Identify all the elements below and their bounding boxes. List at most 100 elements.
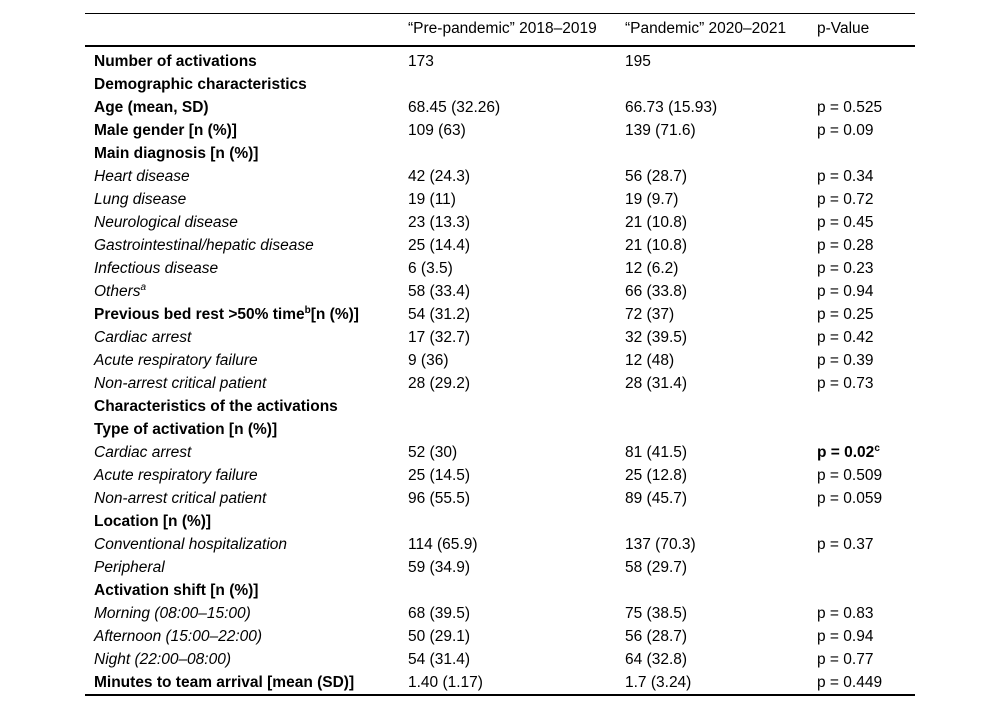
row-label-text: Lung disease: [94, 190, 187, 208]
row-label-text: Neurological disease: [94, 213, 238, 231]
row-label-text: Non-arrest critical patient: [94, 374, 267, 392]
pandemic-value-cell: [625, 418, 817, 441]
p-value-cell: [817, 142, 915, 165]
table-header-row: “Pre-pandemic” 2018–2019 “Pandemic” 2020…: [85, 14, 915, 46]
p-value-cell: [817, 46, 915, 73]
table-row: Othersa 58 (33.4) 66 (33.8) p = 0.94: [85, 280, 915, 303]
pandemic-value-cell: 12 (48): [625, 351, 675, 369]
pandemic-value-cell: [625, 510, 817, 533]
row-label-text: Age (mean, SD): [94, 98, 209, 116]
pre-pandemic-value-cell: 173: [408, 52, 434, 70]
pandemic-value-cell: 81 (41.5): [625, 443, 688, 461]
table-row: Morning (08:00–15:00) 68 (39.5) 75 (38.5…: [85, 602, 915, 625]
pre-pandemic-value-cell: [408, 579, 625, 602]
column-header-pandemic: “Pandemic” 2020–2021: [625, 20, 787, 38]
results-table-container: “Pre-pandemic” 2018–2019 “Pandemic” 2020…: [85, 13, 915, 696]
row-label-text: Infectious disease: [94, 259, 219, 277]
pre-pandemic-value-cell: 17 (32.7): [408, 328, 471, 346]
p-value-cell: p = 0.77: [817, 650, 874, 668]
pandemic-value-cell: 195: [625, 52, 651, 70]
row-label-cell: Gastrointestinal/hepatic disease: [85, 234, 408, 257]
pandemic-value-cell: [625, 73, 817, 96]
pre-pandemic-value-cell: 6 (3.5): [408, 259, 453, 277]
p-value-cell: p = 0.83: [817, 604, 874, 622]
pre-pandemic-value-cell: 96 (55.5): [408, 489, 471, 507]
row-label-text: Cardiac arrest: [94, 328, 192, 346]
row-label-text: Cardiac arrest: [94, 443, 192, 461]
table-row: Location [n (%)]: [85, 510, 915, 533]
p-value-cell: p = 0.39: [817, 351, 874, 369]
pandemic-value-cell: 75 (38.5): [625, 604, 688, 622]
table-row: Characteristics of the activations: [85, 395, 915, 418]
pre-pandemic-value-cell: 25 (14.5): [408, 466, 471, 484]
table-row: Age (mean, SD) 68.45 (32.26) 66.73 (15.9…: [85, 96, 915, 119]
p-value-cell: p = 0.449: [817, 673, 883, 691]
pre-pandemic-value-cell: 28 (29.2): [408, 374, 471, 392]
row-label-cell: Neurological disease: [85, 211, 408, 234]
row-label-text: Location [n (%)]: [94, 512, 212, 530]
pandemic-value-cell: 32 (39.5): [625, 328, 688, 346]
row-label-cell: Main diagnosis [n (%)]: [85, 142, 408, 165]
row-label-cell: Cardiac arrest: [85, 441, 408, 464]
footnote-marker: a: [140, 281, 147, 293]
pre-pandemic-value-cell: [408, 510, 625, 533]
row-label-text: Activation shift [n (%)]: [94, 581, 259, 599]
row-label-cell: Conventional hospitalization: [85, 533, 408, 556]
p-value-cell: [817, 395, 915, 418]
table-row: Cardiac arrest 52 (30) 81 (41.5) p = 0.0…: [85, 441, 915, 464]
pre-pandemic-value-cell: 109 (63): [408, 121, 466, 139]
pre-pandemic-value-cell: 68 (39.5): [408, 604, 471, 622]
table-row: Acute respiratory failure 9 (36) 12 (48)…: [85, 349, 915, 372]
p-value-cell: p = 0.37: [817, 535, 874, 553]
row-label-text: Previous bed rest >50% time: [94, 305, 305, 323]
row-label-cell: Characteristics of the activations: [85, 395, 408, 418]
pandemic-value-cell: 72 (37): [625, 305, 675, 323]
table-row: Peripheral 59 (34.9) 58 (29.7): [85, 556, 915, 579]
row-label-cell: Number of activations: [85, 46, 408, 73]
row-label-suffix: [n (%)]: [310, 305, 359, 323]
pandemic-value-cell: [625, 579, 817, 602]
pre-pandemic-value-cell: 25 (14.4): [408, 236, 471, 254]
row-label-text: Number of activations: [94, 52, 257, 70]
row-label-text: Type of activation [n (%)]: [94, 420, 278, 438]
table-body: Number of activations 173 195 Demographi…: [85, 46, 915, 695]
p-value-cell: [817, 510, 915, 533]
p-value-cell: p = 0.72: [817, 190, 874, 208]
p-value-cell: p = 0.02c: [817, 442, 880, 461]
row-label-cell: Male gender [n (%)]: [85, 119, 408, 142]
pre-pandemic-value-cell: 114 (65.9): [408, 535, 478, 553]
table-row: Non-arrest critical patient 28 (29.2) 28…: [85, 372, 915, 395]
table-row: Previous bed rest >50% timeb[n (%)] 54 (…: [85, 303, 915, 326]
row-label-text: Others: [94, 282, 141, 300]
pandemic-value-cell: 56 (28.7): [625, 167, 688, 185]
row-label-text: Acute respiratory failure: [94, 466, 258, 484]
p-value-cell: [817, 579, 915, 602]
row-label-cell: Peripheral: [85, 556, 408, 579]
table-row: Night (22:00–08:00) 54 (31.4) 64 (32.8) …: [85, 648, 915, 671]
pre-pandemic-value-cell: 19 (11): [408, 190, 456, 208]
pandemic-value-cell: [625, 395, 817, 418]
row-label-cell: Night (22:00–08:00): [85, 648, 408, 671]
p-value-cell: p = 0.509: [817, 466, 883, 484]
row-label-text: Afternoon (15:00–22:00): [94, 627, 263, 645]
pre-pandemic-value-cell: 9 (36): [408, 351, 449, 369]
footnote-marker: c: [874, 442, 880, 454]
p-value-cell: p = 0.25: [817, 305, 874, 323]
p-value-cell: p = 0.94: [817, 627, 874, 645]
p-value-cell: [817, 556, 915, 579]
row-label-cell: Non-arrest critical patient: [85, 372, 408, 395]
p-value-cell: [817, 73, 915, 96]
pandemic-value-cell: 28 (31.4): [625, 374, 688, 392]
table-row: Infectious disease 6 (3.5) 12 (6.2) p = …: [85, 257, 915, 280]
pre-pandemic-value-cell: 52 (30): [408, 443, 458, 461]
pandemic-value-cell: 21 (10.8): [625, 213, 688, 231]
pandemic-value-cell: 58 (29.7): [625, 558, 688, 576]
pre-pandemic-value-cell: 50 (29.1): [408, 627, 471, 645]
table-row: Cardiac arrest 17 (32.7) 32 (39.5) p = 0…: [85, 326, 915, 349]
pre-pandemic-value-cell: 54 (31.4): [408, 650, 471, 668]
row-label-cell: Othersa: [85, 280, 408, 303]
pandemic-value-cell: 66.73 (15.93): [625, 98, 718, 116]
row-label-cell: Minutes to team arrival [mean (SD)]: [85, 671, 408, 695]
table-row: Heart disease 42 (24.3) 56 (28.7) p = 0.…: [85, 165, 915, 188]
row-label-cell: Morning (08:00–15:00): [85, 602, 408, 625]
